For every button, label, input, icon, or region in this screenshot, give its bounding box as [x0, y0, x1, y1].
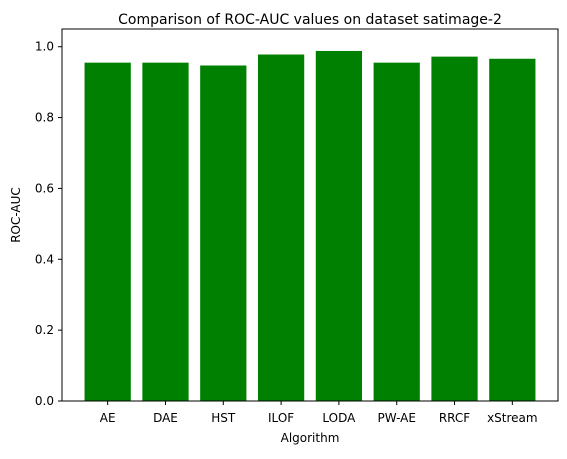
bar-xstream — [489, 59, 535, 401]
x-tick-label: ILOF — [268, 411, 294, 425]
y-axis-label: ROC-AUC — [9, 187, 23, 243]
x-tick-label: xStream — [487, 411, 538, 425]
bar-rrcf — [431, 57, 477, 401]
x-tick-label: DAE — [153, 411, 178, 425]
y-tick-label: 1.0 — [35, 40, 54, 54]
y-tick-label: 0.6 — [35, 181, 54, 195]
x-tick-label: LODA — [322, 411, 356, 425]
x-axis: AE DAE HST ILOF LODA PW-AE RRCF xStream — [100, 401, 538, 425]
bar-dae — [142, 63, 188, 401]
y-tick-label: 0.2 — [35, 323, 54, 337]
x-tick-label: PW-AE — [377, 411, 415, 425]
chart-title: Comparison of ROC-AUC values on dataset … — [118, 12, 502, 28]
x-axis-label: Algorithm — [281, 431, 340, 445]
x-tick-label: RRCF — [439, 411, 470, 425]
bars-layer — [85, 51, 536, 401]
bar-loda — [316, 51, 362, 401]
bar-hst — [200, 65, 246, 401]
plot-frame — [62, 29, 558, 401]
y-axis: 0.0 0.2 0.4 0.6 0.8 1.0 — [35, 40, 62, 408]
bar-ilof — [258, 55, 304, 401]
y-tick-label: 0.0 — [35, 394, 54, 408]
y-tick-label: 0.4 — [35, 252, 54, 266]
x-tick-label: HST — [211, 411, 236, 425]
bar-pw-ae — [374, 63, 420, 401]
bar-ae — [85, 63, 131, 401]
x-tick-label: AE — [100, 411, 116, 425]
y-tick-label: 0.8 — [35, 111, 54, 125]
